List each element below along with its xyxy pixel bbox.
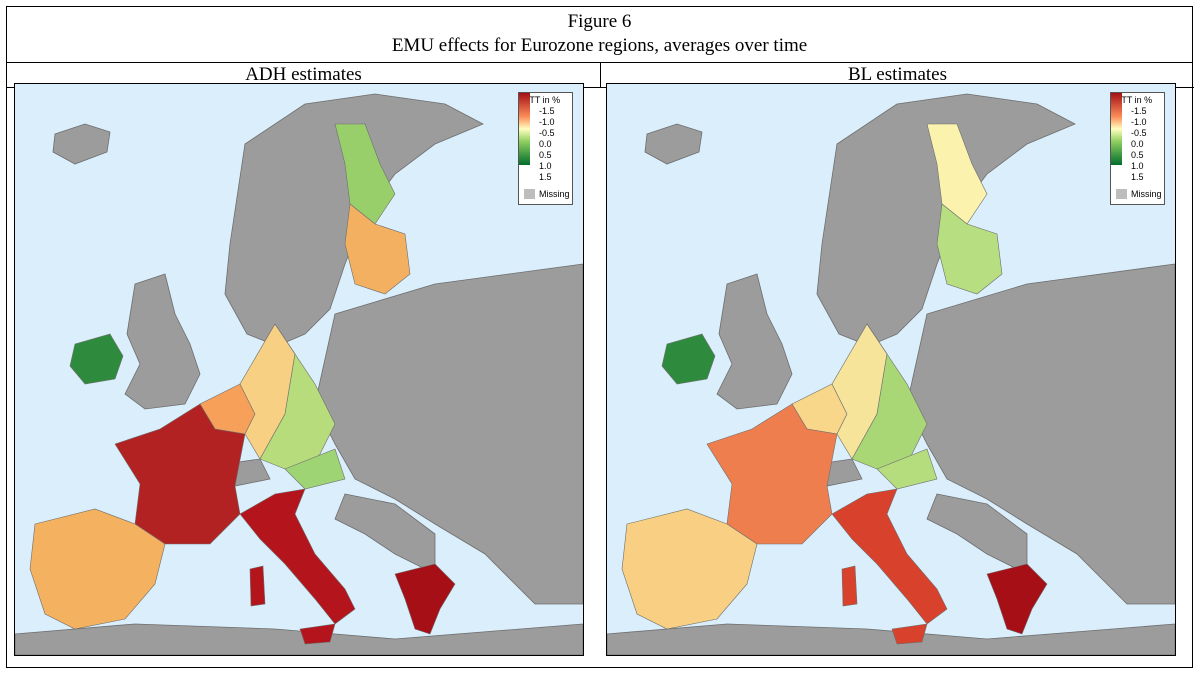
legend-bl: ATT in % -1.5 -1.0 -0.5 0.0 0.5 1.0 1.5 …	[1110, 92, 1165, 205]
balkans-shape	[926, 493, 1028, 575]
legend-tick: -1.5	[539, 106, 555, 116]
region-iberia	[29, 508, 166, 630]
legend-tick: -1.0	[539, 117, 555, 127]
region-sardinia	[249, 565, 266, 607]
europe-map-bl	[607, 93, 1175, 655]
legend-tick: 1.5	[1131, 172, 1144, 182]
legend-tick: 0.0	[1131, 139, 1144, 149]
legend-tick: 1.0	[539, 161, 552, 171]
region-sardinia	[841, 565, 858, 607]
region-greece	[986, 563, 1048, 635]
region-austria	[876, 448, 938, 490]
balkans-shape	[334, 493, 436, 575]
europe-map-adh	[15, 93, 583, 655]
region-ireland	[69, 333, 124, 385]
legend-tick: -0.5	[539, 128, 555, 138]
legend-adh: ATT in % -1.5 -1.0 -0.5 0.0 0.5 1.0 1.5 …	[518, 92, 573, 205]
iceland-shape	[644, 123, 703, 165]
legend-tick: 0.5	[539, 150, 552, 160]
region-finland-north	[334, 123, 396, 225]
iceland-shape	[52, 123, 111, 165]
figure-subtitle: EMU effects for Eurozone regions, averag…	[391, 35, 808, 56]
legend-colorbar	[1111, 93, 1122, 165]
figure-title: Figure 6	[567, 11, 632, 32]
region-finland-south	[344, 203, 411, 295]
legend-colorbar	[519, 93, 530, 165]
legend-tick: -1.0	[1131, 117, 1147, 127]
north-africa-shape	[15, 623, 583, 655]
region-sicily	[299, 623, 336, 645]
figure-title-block: Figure 6 EMU effects for Eurozone region…	[7, 7, 1192, 63]
legend-missing-label: Missing	[1131, 189, 1162, 199]
region-france	[706, 403, 838, 545]
region-finland-south	[936, 203, 1003, 295]
legend-tick: -1.5	[1131, 106, 1147, 116]
region-ireland	[661, 333, 716, 385]
region-iberia	[621, 508, 758, 630]
legend-missing-swatch	[524, 189, 535, 199]
great-britain-shape	[716, 273, 793, 410]
map-panel-bl: ATT in % -1.5 -1.0 -0.5 0.0 0.5 1.0 1.5 …	[606, 83, 1176, 656]
region-finland-north	[926, 123, 988, 225]
legend-tick: 0.5	[1131, 150, 1144, 160]
eastern-europe-shape	[906, 263, 1175, 605]
region-greece	[394, 563, 456, 635]
legend-tick: 0.0	[539, 139, 552, 149]
great-britain-shape	[124, 273, 201, 410]
legend-tick: -0.5	[1131, 128, 1147, 138]
eastern-europe-shape	[314, 263, 583, 605]
legend-tick: 1.5	[539, 172, 552, 182]
region-italy	[831, 488, 948, 625]
legend-missing-label: Missing	[539, 189, 570, 199]
region-austria	[284, 448, 346, 490]
legend-title: ATT in %	[1116, 95, 1153, 105]
region-france	[114, 403, 246, 545]
region-sicily	[891, 623, 928, 645]
north-africa-shape	[607, 623, 1175, 655]
map-panel-adh: ATT in % -1.5 -1.0 -0.5 0.0 0.5 1.0 1.5 …	[14, 83, 584, 656]
legend-title: ATT in %	[524, 95, 561, 105]
legend-missing-swatch	[1116, 189, 1127, 199]
region-italy	[239, 488, 356, 625]
legend-tick: 1.0	[1131, 161, 1144, 171]
